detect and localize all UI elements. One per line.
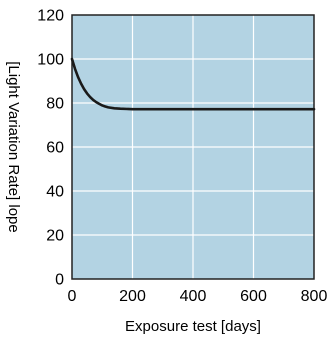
x-tick-label-200: 200 <box>119 288 146 305</box>
y-tick-label-20: 20 <box>46 228 64 245</box>
series-line-0 <box>70 57 316 111</box>
y-tick-label-40: 40 <box>46 184 64 201</box>
x-axis-title: Exposure test [days] <box>125 318 261 335</box>
series-layer <box>70 57 316 111</box>
plot-frame <box>71 14 315 280</box>
y-tick-label-100: 100 <box>37 52 64 69</box>
x-tick-label-600: 600 <box>240 288 267 305</box>
x-tick-label-400: 400 <box>180 288 207 305</box>
y-tick-label-60: 60 <box>46 140 64 157</box>
y-tick-label-120: 120 <box>37 8 64 25</box>
y-axis-title: [Light Variation Rate] lope <box>5 61 22 233</box>
y-tick-label-80: 80 <box>46 96 64 113</box>
grid-lines <box>72 15 314 279</box>
x-tick-label-800: 800 <box>301 288 328 305</box>
y-tick-label-0: 0 <box>55 272 64 289</box>
x-tick-label-0: 0 <box>68 288 77 305</box>
tick-labels: 0 200 400 600 800 0 20 40 60 80 100 120 <box>37 8 327 306</box>
axes <box>71 14 315 280</box>
